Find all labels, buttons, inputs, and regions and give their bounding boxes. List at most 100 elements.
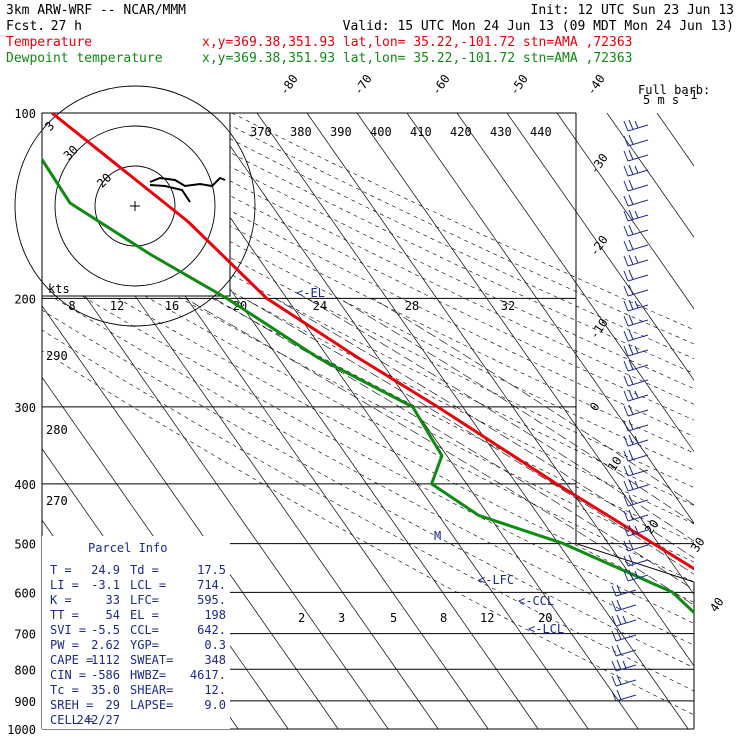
wind-barb-flag: [623, 270, 629, 282]
isotherm-label: -20: [587, 233, 611, 259]
level-marker-label: <-EL: [296, 286, 325, 300]
theta-label: 420: [450, 125, 472, 139]
theta-label: 370: [250, 125, 272, 139]
init-time: Init: 12 UTC Sun 23 Jun 13: [531, 3, 735, 18]
wind-barb-flag: [628, 569, 634, 580]
pressure-tick-label: 800: [14, 663, 36, 677]
moist-adiabat-label: 32: [501, 299, 515, 313]
wind-barb-staff: [627, 229, 649, 237]
wind-barb-flag: [623, 285, 629, 297]
wind-barb-flag: [634, 300, 639, 309]
parcel-field-name: YGP=: [130, 638, 159, 652]
mixing-ratio-label: 20: [538, 611, 552, 625]
wind-barb-flag: [634, 120, 639, 129]
wind-barb-staff: [627, 244, 649, 252]
wind-barb-flag: [628, 239, 634, 250]
parcel-field-name: EL =: [130, 608, 159, 622]
wind-barb: [623, 479, 649, 492]
parcel-field-value: -3.1: [91, 578, 120, 592]
dry-adiabat-label: 290: [46, 349, 68, 363]
dry-adiabat-line: [231, 113, 694, 331]
wind-barb-flag: [616, 689, 622, 700]
wind-barb-flag: [628, 224, 634, 235]
wind-barb-flag: [623, 300, 629, 312]
wind-barb-flag: [611, 615, 617, 627]
wind-barbs: [611, 119, 649, 702]
wind-barb-flag: [628, 284, 634, 295]
wind-barb-flag: [623, 225, 629, 237]
wind-barb-flag: [628, 344, 634, 355]
isotherm-label: -50: [507, 72, 531, 98]
dry-adiabat-label: 270: [46, 494, 68, 508]
wind-barb: [623, 344, 649, 357]
wind-barb-flag: [623, 165, 629, 177]
wind-barb-flag: [623, 570, 629, 582]
parcel-info-title: Parcel Info: [88, 541, 167, 555]
wind-barb-staff: [615, 694, 637, 702]
wind-barb-staff: [627, 184, 649, 192]
wind-barb-flag: [634, 255, 639, 264]
isotherm-line: [42, 305, 339, 729]
wind-barb-flag: [628, 314, 634, 325]
wind-barb-flag: [611, 675, 617, 687]
wind-barb-flag: [623, 375, 629, 387]
wind-barb: [623, 374, 649, 387]
isotherm-line: [356, 113, 694, 596]
wind-barb-flag: [623, 120, 629, 132]
wind-barb-staff: [627, 289, 649, 297]
isotherm-label: -70: [351, 72, 375, 98]
parcel-field-value: 9.0: [204, 698, 226, 712]
wind-barb-flag: [611, 585, 617, 597]
wind-barb-flag: [628, 194, 634, 205]
parcel-field-value: 348: [204, 653, 226, 667]
pressure-tick-label: 1000: [7, 723, 36, 737]
pressure-tick-label: 700: [14, 628, 36, 642]
pressure-tick-label: 500: [14, 538, 36, 552]
isotherm-label: -60: [429, 72, 453, 98]
wind-barb-flag: [628, 389, 634, 400]
isotherm-line: [506, 113, 694, 381]
wind-barb: [623, 329, 649, 342]
wind-barb-flag: [628, 479, 634, 490]
parcel-field-value: 54: [106, 608, 120, 622]
wind-barb-flag: [623, 210, 629, 222]
moist-adiabat-line: [185, 298, 694, 606]
parcel-field-name: K =: [50, 593, 72, 607]
wind-barb-flag: [628, 404, 634, 415]
wind-barb-flag: [616, 584, 622, 595]
isotherm-line: [456, 113, 694, 453]
wind-barb-flag: [628, 179, 634, 190]
parcel-field-value: 2.62: [91, 638, 120, 652]
pressure-tick-label: 400: [14, 478, 36, 492]
wind-barb: [623, 239, 649, 252]
isotherm-line: [656, 113, 694, 167]
dewpoint-trace: [42, 156, 694, 615]
dry-adiabat-line: [42, 271, 694, 624]
wind-barb-flag: [628, 149, 634, 160]
wind-barb: [623, 389, 649, 402]
isotherm-line: [707, 113, 740, 729]
parcel-field-name: LI =: [50, 578, 79, 592]
wind-barb-flag: [623, 330, 629, 342]
theta-label: 410: [410, 125, 432, 139]
model-title: 3km ARW-WRF -- NCAR/MMM: [6, 3, 186, 18]
parcel-field-name: PW =: [50, 638, 79, 652]
level-markers: <-EL <-LFC <-CCL <-LCL M: [296, 286, 564, 636]
wind-barb-staff: [627, 364, 649, 372]
wind-barb: [623, 134, 649, 147]
parcel-field-value: 4617.: [190, 668, 226, 682]
wind-barb-flag: [628, 254, 634, 265]
wind-barb-staff: [627, 274, 649, 282]
wind-barb-flag: [623, 255, 629, 267]
wind-barb: [623, 359, 649, 372]
wind-barb-flag: [623, 135, 629, 147]
parcel-field-value: 642.: [197, 623, 226, 637]
wind-barb-flag: [622, 660, 627, 669]
wind-barb-flag: [628, 464, 634, 475]
parcel-field-name: CIN =: [50, 668, 86, 682]
wind-barb: [623, 404, 649, 417]
parcel-field-value: 12.: [204, 683, 226, 697]
level-marker-label: M: [434, 529, 441, 543]
hodograph-ring: [54, 125, 216, 287]
